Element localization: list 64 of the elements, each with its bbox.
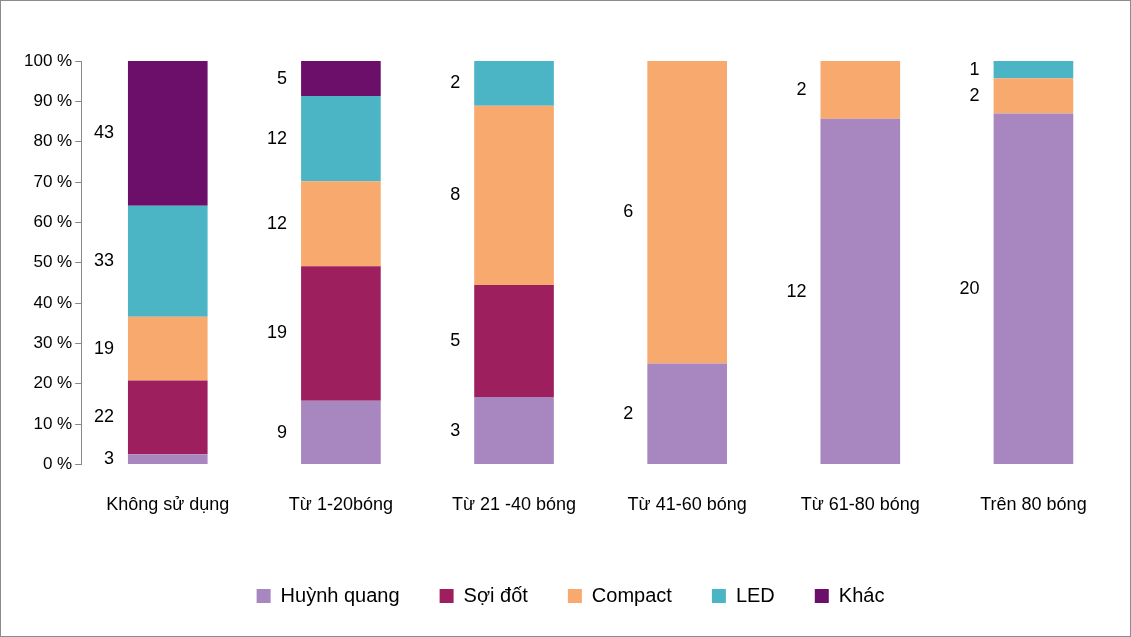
legend-label: Compact [591,583,673,606]
annotation: 19 [93,337,114,358]
annotation: 20 [959,277,980,298]
bar [993,113,1074,464]
bar [474,284,554,398]
bar [820,61,901,119]
bar [993,78,1074,114]
x-tick-label: Không sử dụng [106,494,230,515]
annotation: 9 [277,421,288,442]
legend-label: Huỳnh quang [280,583,400,606]
bar [647,61,727,364]
bar [301,266,381,401]
annotation: 12 [267,212,288,233]
bar [474,105,554,285]
y-tick-label: 50 % [33,252,73,272]
y-tick-label: 20 % [33,373,73,393]
annotation: 2 [969,84,980,105]
legend-label: Sợi đốt [463,583,529,606]
annotation: 2 [796,78,807,99]
y-tick-label: 70 % [33,171,73,191]
y-tick-label: 30 % [33,333,73,353]
bar [301,400,381,464]
y-tick-label: 90 % [33,91,73,111]
annotation: 3 [450,419,461,440]
bar [301,61,381,97]
bar [127,316,208,381]
bar [474,397,554,464]
legend-label: LED [735,583,775,606]
bar [647,363,727,464]
annotation: 33 [93,250,114,271]
y-tick-label: 60 % [33,212,73,232]
bar [820,118,901,464]
annotation: 2 [623,402,634,423]
bar [127,61,208,206]
bar [127,454,208,464]
bar [301,181,381,267]
x-tick-label: Từ 1-20bóng [288,494,393,515]
annotation: 5 [450,329,461,350]
bar [127,205,208,317]
annotation: 12 [786,280,807,301]
annotation: 5 [277,67,288,88]
annotation: 2 [450,72,461,93]
y-tick-label: 0 % [42,454,73,474]
y-tick-label: 10 % [33,413,73,433]
bar [993,61,1074,79]
x-tick-label: Từ 61-80 bóng [800,494,920,515]
annotation: 6 [623,201,634,222]
bar [127,380,208,455]
annotation: 22 [93,406,114,427]
x-tick-label: Từ 41-60 bóng [627,494,747,515]
legend-label: Khác [838,583,885,606]
annotation: 1 [969,58,980,79]
x-tick-label: Từ 21 -40 bóng [451,494,577,515]
annotation: 12 [267,127,288,148]
annotation: 19 [267,322,288,343]
y-tick-label: 40 % [33,292,73,312]
y-tick-label: 100 % [24,50,73,70]
annotation: 43 [93,122,114,143]
bar [474,61,554,106]
annotation: 8 [450,184,461,205]
bar [301,96,381,182]
x-tick-label: Trên 80 bóng [980,494,1087,515]
annotation: 3 [103,448,114,469]
y-tick-label: 80 % [33,131,73,151]
